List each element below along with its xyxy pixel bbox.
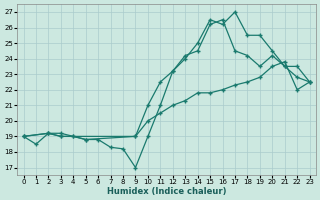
X-axis label: Humidex (Indice chaleur): Humidex (Indice chaleur) [107,187,226,196]
